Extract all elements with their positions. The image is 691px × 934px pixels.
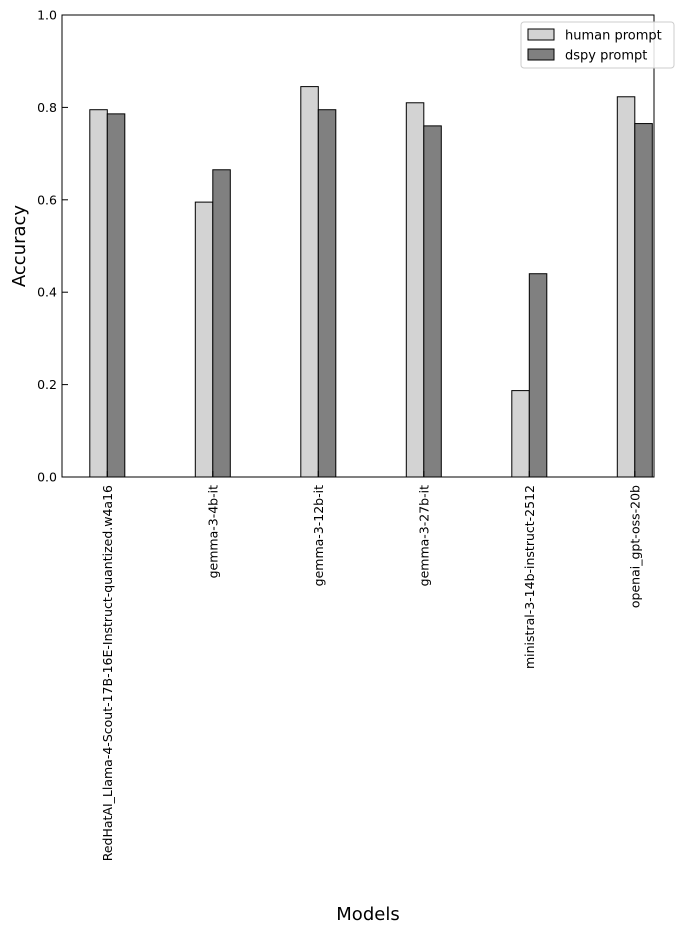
legend-swatch-1 [527,48,555,61]
bar-dspy-prompt-5 [634,123,653,478]
x-axis-title: Models [336,904,399,925]
x-tick-label: gemma-3-12b-it [311,485,326,586]
legend: human prompt dspy prompt [520,21,675,69]
bar-human-prompt-2 [300,86,319,478]
x-tick-label: gemma-3-4b-it [205,485,220,578]
x-tick-label: ministral-3-14b-instruct-2512 [522,485,537,669]
bar-dspy-prompt-0 [106,113,126,478]
legend-label-0: human prompt [565,29,662,44]
legend-box [520,21,675,69]
y-axis: 0.0 0.2 0.4 0.6 0.8 1.0 [37,8,68,485]
plot-frame [61,14,655,478]
y-tick-label: 0.8 [37,100,57,115]
x-axis: RedHatAI_Llama-4-Scout-17B-16E-Instruct-… [100,471,642,861]
x-tick-label: gemma-3-27b-it [416,485,431,586]
bar-human-prompt-1 [194,201,214,478]
bar-human-prompt-0 [89,109,108,478]
bars-group [89,86,653,478]
legend-label-1: dspy prompt [565,49,647,64]
bar-human-prompt-3 [405,102,425,478]
legend-swatch-0 [527,28,555,41]
y-axis-title: Accuracy [9,205,30,288]
x-tick-label: openai_gpt-oss-20b [627,485,642,608]
y-tick-label: 0.0 [37,470,57,485]
y-tick-label: 0.2 [37,377,57,392]
y-tick-label: 1.0 [37,8,57,23]
x-tick-label: RedHatAI_Llama-4-Scout-17B-16E-Instruct-… [100,485,115,861]
bar-human-prompt-5 [616,96,636,478]
y-tick-label: 0.6 [37,192,57,207]
bar-dspy-prompt-1 [212,169,231,478]
bar-dspy-prompt-2 [317,109,337,478]
bar-dspy-prompt-3 [423,125,442,478]
bar-human-prompt-4 [511,390,530,478]
bar-dspy-prompt-4 [528,273,548,478]
y-tick-label: 0.4 [37,285,57,300]
